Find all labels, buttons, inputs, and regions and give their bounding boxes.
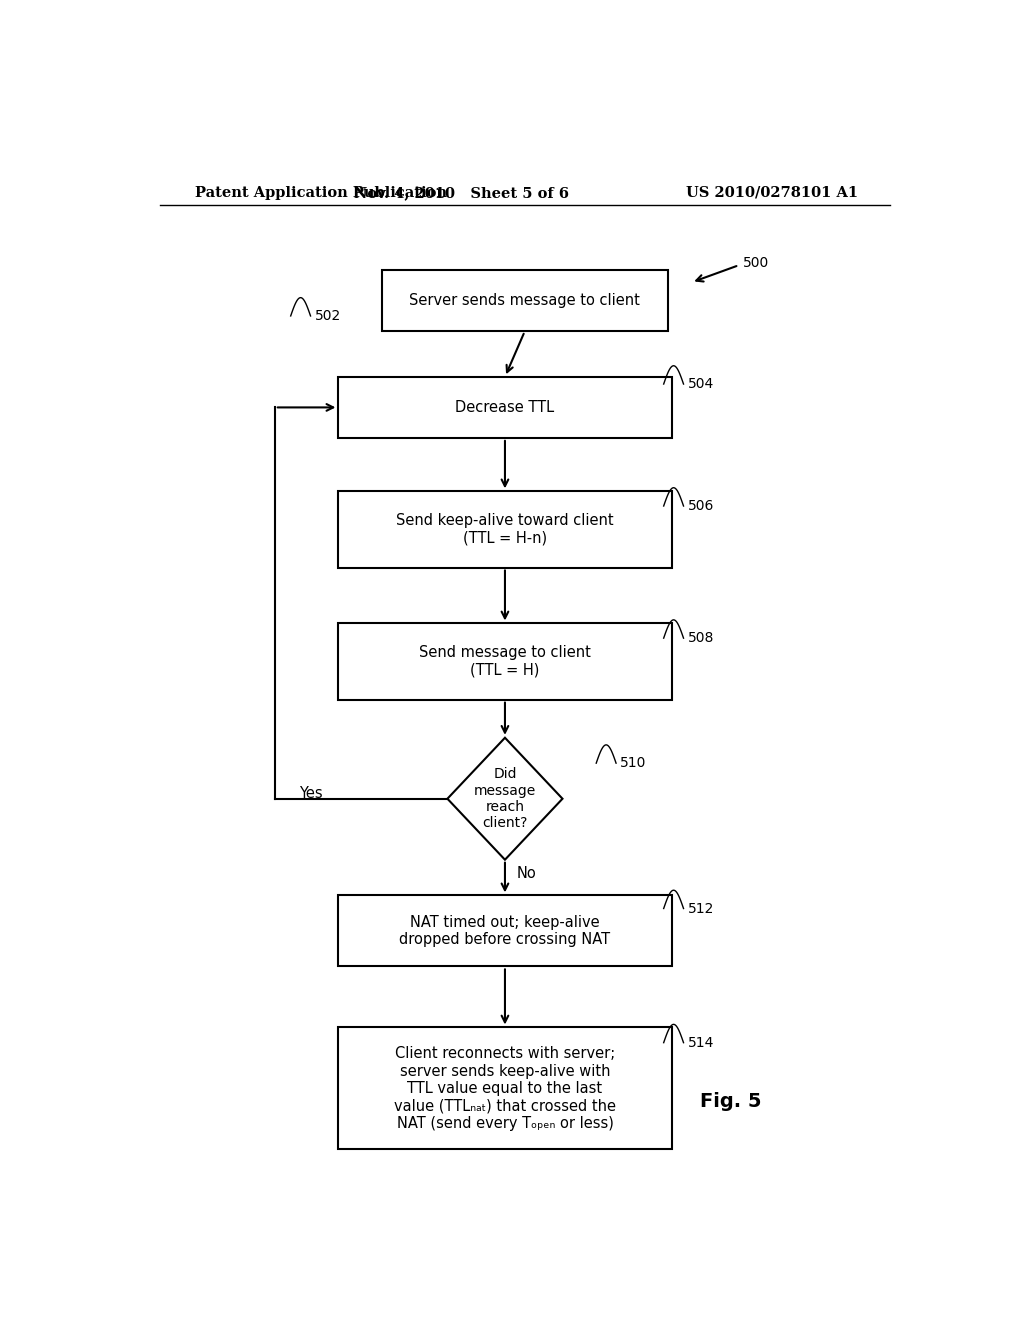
Text: Decrease TTL: Decrease TTL — [456, 400, 555, 414]
Text: NAT timed out; keep-alive
dropped before crossing NAT: NAT timed out; keep-alive dropped before… — [399, 915, 610, 946]
Bar — [338, 895, 672, 966]
Text: 500: 500 — [743, 256, 769, 271]
Text: Did
message
reach
client?: Did message reach client? — [474, 767, 537, 830]
Text: 512: 512 — [687, 902, 714, 916]
Text: Patent Application Publication: Patent Application Publication — [196, 186, 447, 199]
Bar — [338, 491, 672, 568]
Bar — [338, 378, 672, 438]
Text: 510: 510 — [620, 756, 646, 770]
Bar — [338, 623, 672, 700]
Text: 502: 502 — [314, 309, 341, 323]
Text: Client reconnects with server;
server sends keep-alive with
TTL value equal to t: Client reconnects with server; server se… — [394, 1047, 616, 1131]
Text: Send message to client
(TTL = H): Send message to client (TTL = H) — [419, 645, 591, 677]
Text: 508: 508 — [687, 631, 714, 645]
Bar — [382, 271, 668, 331]
Text: 514: 514 — [687, 1036, 714, 1049]
Text: 506: 506 — [687, 499, 714, 513]
Text: Server sends message to client: Server sends message to client — [410, 293, 640, 308]
Text: Send keep-alive toward client
(TTL = H-n): Send keep-alive toward client (TTL = H-n… — [396, 513, 613, 545]
Text: No: No — [517, 866, 537, 882]
Text: Yes: Yes — [299, 787, 323, 801]
Text: US 2010/0278101 A1: US 2010/0278101 A1 — [686, 186, 858, 199]
Text: Nov. 4, 2010   Sheet 5 of 6: Nov. 4, 2010 Sheet 5 of 6 — [354, 186, 568, 199]
Text: 504: 504 — [687, 378, 714, 391]
Text: Fig. 5: Fig. 5 — [700, 1092, 762, 1111]
Polygon shape — [447, 738, 562, 859]
Bar — [338, 1027, 672, 1150]
